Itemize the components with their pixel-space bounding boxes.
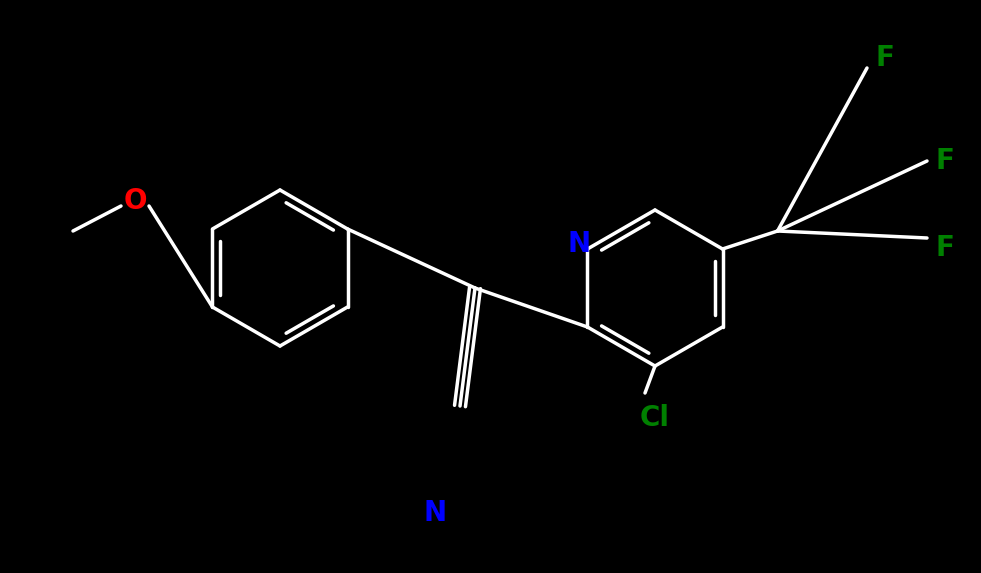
Text: Cl: Cl (640, 404, 670, 432)
Text: F: F (936, 234, 955, 262)
Text: F: F (936, 147, 955, 175)
Text: N: N (424, 499, 446, 527)
Text: N: N (568, 230, 591, 258)
Text: O: O (124, 187, 147, 215)
Text: F: F (876, 44, 895, 72)
